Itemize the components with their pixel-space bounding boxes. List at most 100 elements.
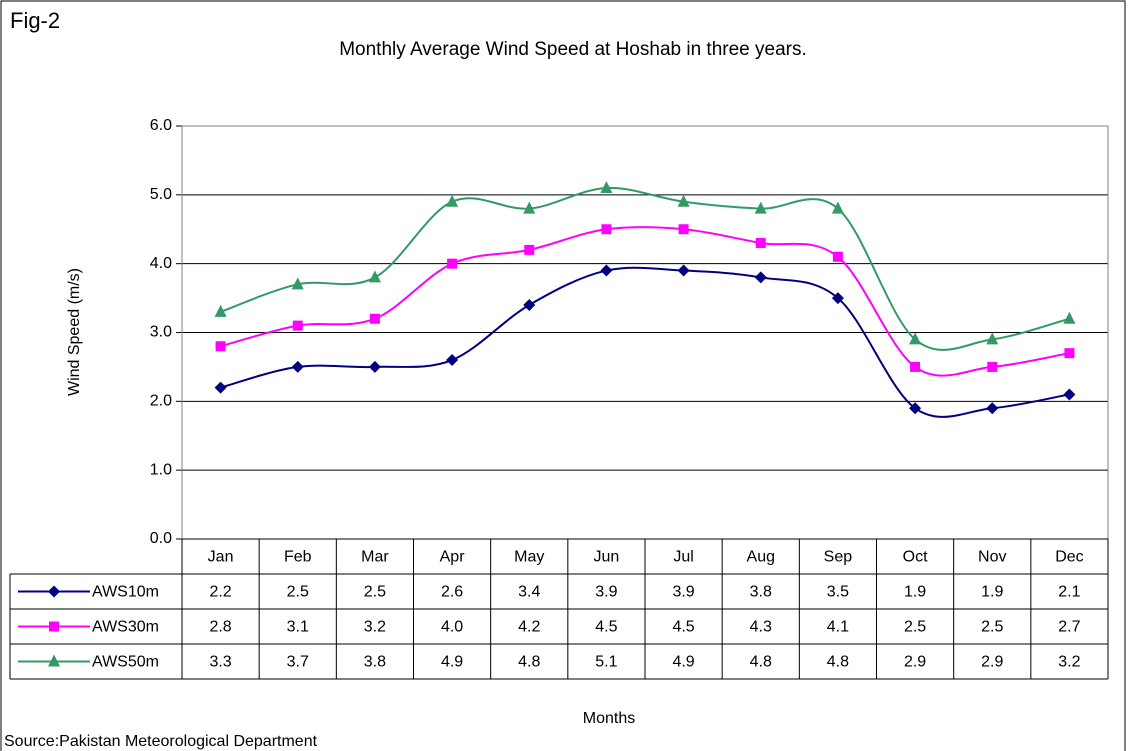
fig-label: Fig-2 (10, 8, 60, 33)
table-cell: 4.8 (827, 654, 849, 671)
marker (909, 402, 922, 415)
marker (1063, 311, 1076, 324)
x-tick-label: Mar (361, 549, 389, 566)
marker (755, 238, 766, 249)
x-tick-label: Aug (747, 549, 775, 566)
table-cell: 3.8 (750, 584, 772, 601)
table-cell: 2.5 (981, 619, 1003, 636)
marker (291, 360, 304, 373)
table-cell: 2.6 (441, 584, 463, 601)
marker (446, 194, 459, 207)
legend-marker (49, 621, 59, 632)
x-tick-label: Jul (673, 549, 693, 566)
table-cell: 3.1 (287, 619, 309, 636)
table-cell: 4.2 (518, 619, 540, 636)
marker (987, 361, 998, 372)
x-tick-label: Oct (903, 549, 928, 566)
marker (291, 277, 304, 290)
y-tick-label: 3.0 (150, 324, 172, 341)
x-tick-label: Nov (978, 549, 1006, 566)
table-cell: 4.5 (672, 619, 694, 636)
table-cell: 3.5 (827, 584, 849, 601)
x-tick-label: Dec (1055, 549, 1083, 566)
marker (1063, 388, 1076, 401)
table-cell: 3.2 (364, 619, 386, 636)
x-tick-label: Feb (284, 549, 312, 566)
marker (447, 258, 458, 269)
marker (677, 264, 690, 277)
table-cell: 4.5 (595, 619, 617, 636)
table-cell: 4.9 (672, 654, 694, 671)
y-tick-label: 5.0 (150, 186, 172, 203)
table-cell: 2.5 (904, 619, 926, 636)
legend-marker (48, 654, 60, 667)
table-cell: 2.5 (364, 584, 386, 601)
table-cell: 3.2 (1058, 654, 1080, 671)
marker (523, 201, 536, 214)
marker (754, 201, 767, 214)
marker (368, 360, 381, 373)
table-cell: 2.9 (981, 654, 1003, 671)
table-cell: 3.7 (287, 654, 309, 671)
table-cell: 3.8 (364, 654, 386, 671)
y-tick-label: 1.0 (150, 461, 172, 478)
marker (678, 224, 689, 235)
marker (215, 341, 226, 352)
y-tick-label: 6.0 (150, 117, 172, 134)
marker (214, 304, 227, 317)
marker (368, 270, 381, 283)
marker (831, 292, 844, 305)
table-cell: 2.1 (1058, 584, 1080, 601)
y-tick-label: 0.0 (150, 530, 172, 547)
table-cell: 2.2 (209, 584, 231, 601)
legend-marker (48, 585, 60, 598)
table-cell: 3.9 (595, 584, 617, 601)
source: Source:Pakistan Meteorological Departmen… (4, 733, 318, 750)
table-cell: 1.9 (981, 584, 1003, 601)
marker (446, 354, 459, 367)
table-cell: 4.3 (750, 619, 772, 636)
table-cell: 3.4 (518, 584, 540, 601)
table-cell: 3.9 (672, 584, 694, 601)
marker (292, 320, 303, 331)
x-tick-label: Sep (824, 549, 853, 566)
table-cell: 3.3 (209, 654, 231, 671)
table-cell: 4.1 (827, 619, 849, 636)
x-tick-label: Apr (440, 549, 466, 566)
legend-label: AWS30m (92, 619, 159, 636)
table-cell: 2.9 (904, 654, 926, 671)
marker (831, 201, 844, 214)
marker (909, 332, 922, 345)
table-cell: 2.8 (209, 619, 231, 636)
chart-title: Monthly Average Wind Speed at Hoshab in … (339, 39, 807, 60)
legend-label: AWS50m (92, 654, 159, 671)
x-tick-label: Jun (594, 549, 620, 566)
marker (600, 264, 613, 277)
x-axis-label: Months (583, 710, 635, 727)
table-cell: 2.5 (287, 584, 309, 601)
x-tick-label: May (514, 549, 544, 566)
marker (214, 381, 227, 394)
table-cell: 4.9 (441, 654, 463, 671)
x-tick-label: Jan (208, 549, 234, 566)
marker (601, 224, 612, 235)
marker (600, 180, 613, 193)
marker (754, 271, 767, 284)
marker (986, 332, 999, 345)
table-cell: 5.1 (595, 654, 617, 671)
marker (832, 251, 843, 262)
table-cell: 4.8 (750, 654, 772, 671)
table-cell: 1.9 (904, 584, 926, 601)
marker (677, 194, 690, 207)
marker (524, 244, 535, 255)
y-tick-label: 4.0 (150, 255, 172, 272)
marker (369, 313, 380, 324)
table-cell: 4.0 (441, 619, 463, 636)
y-tick-label: 2.0 (150, 393, 172, 410)
marker (910, 361, 921, 372)
table-cell: 2.7 (1058, 619, 1080, 636)
legend-label: AWS10m (92, 584, 159, 601)
table-cell: 4.8 (518, 654, 540, 671)
marker (1064, 348, 1075, 359)
